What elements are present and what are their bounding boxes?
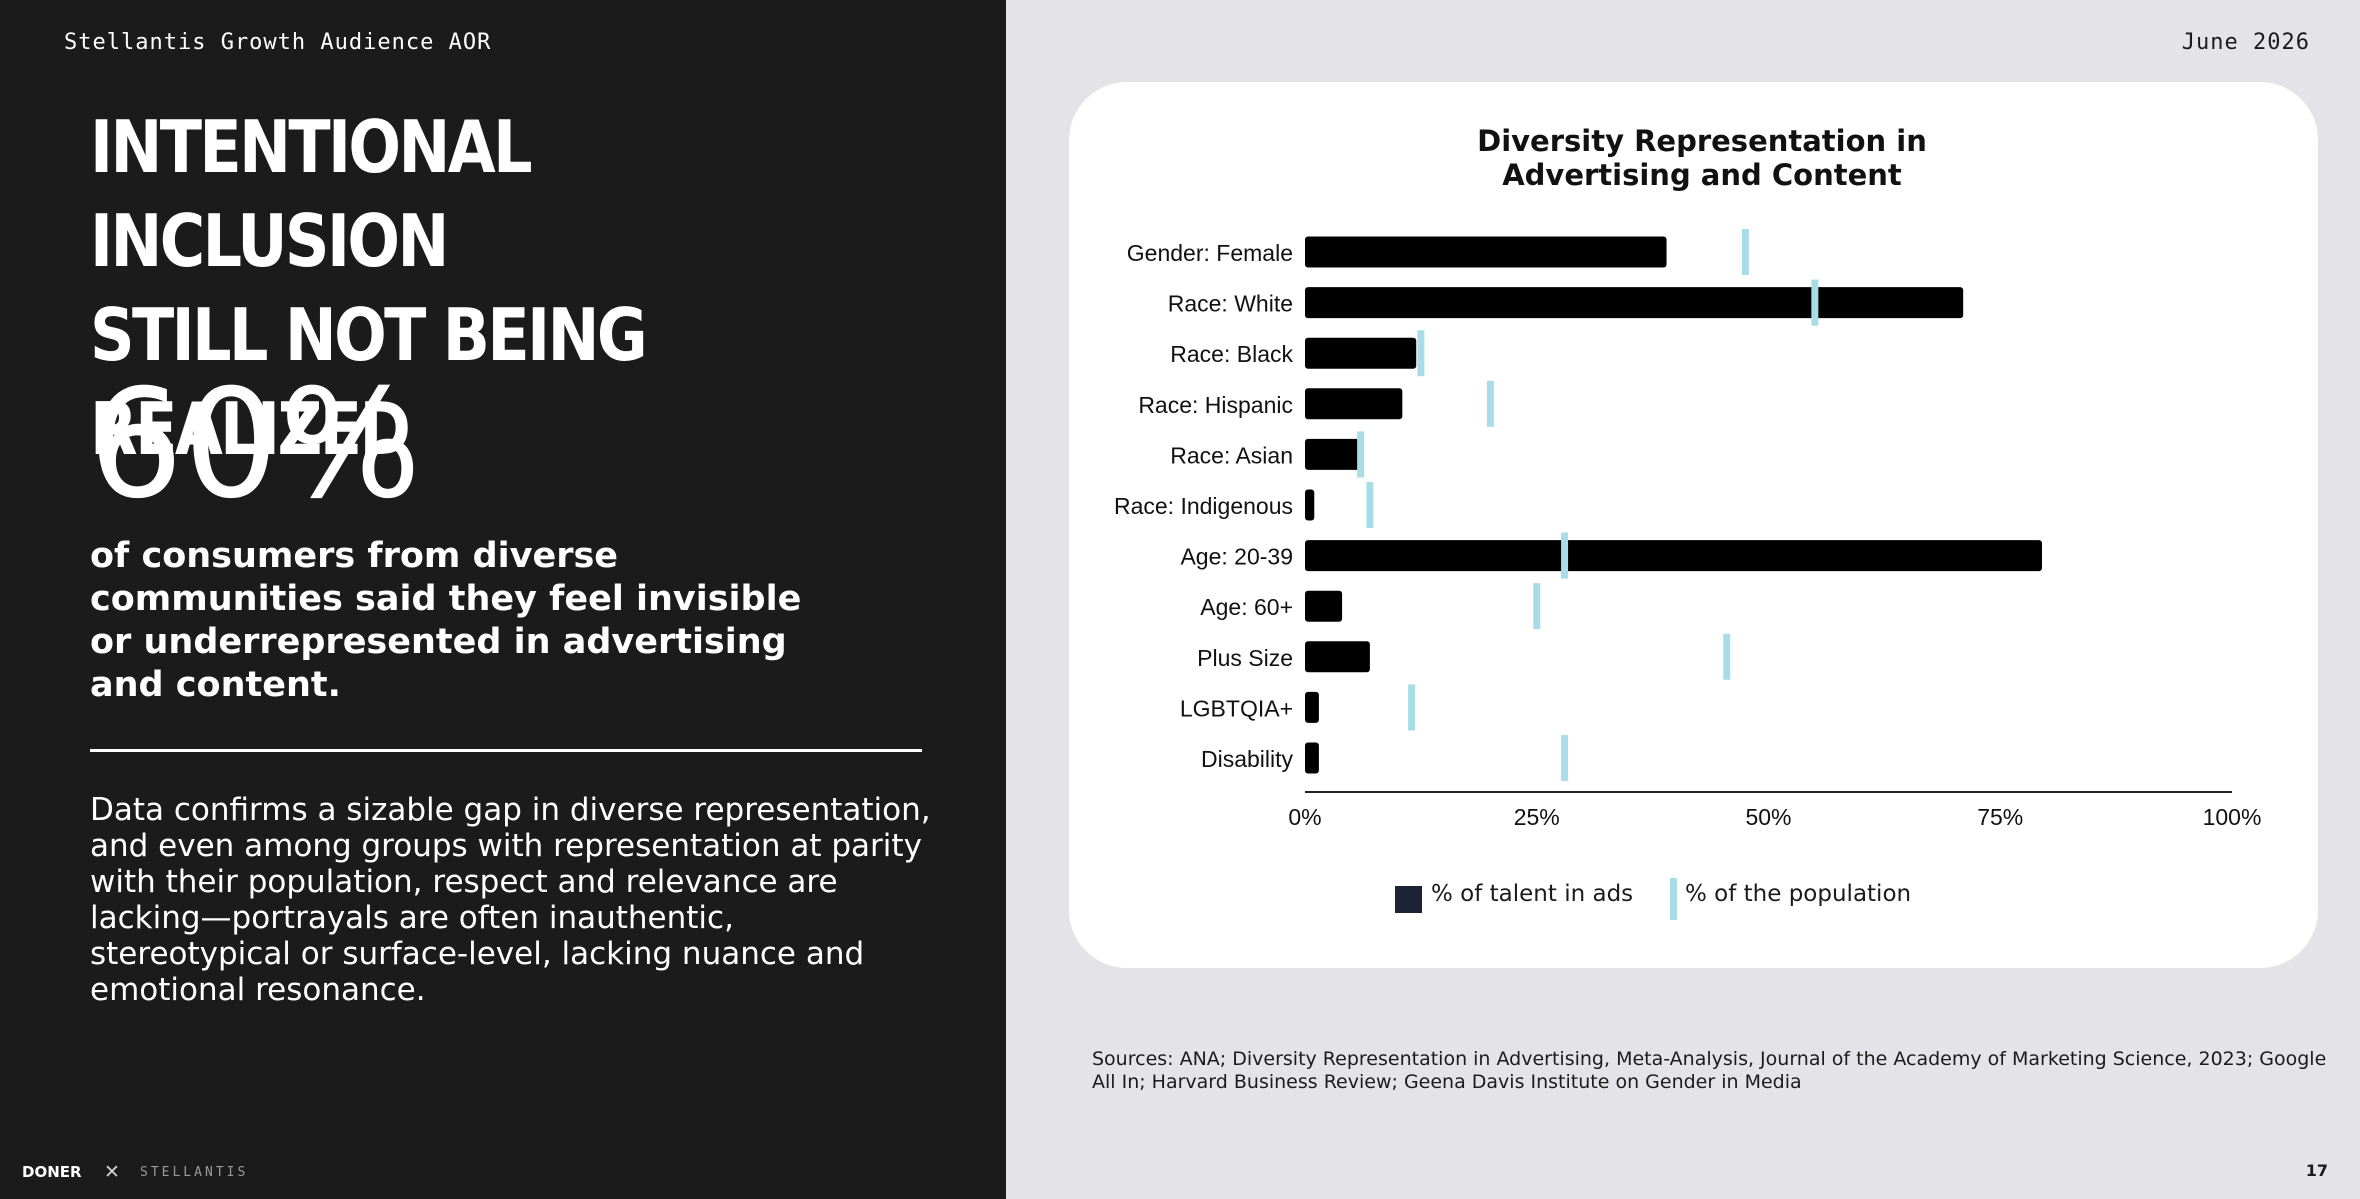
population-marker	[1811, 279, 1819, 326]
date-label: June 2026	[2181, 30, 2310, 55]
big-stat: 60%	[88, 358, 422, 532]
population-marker	[1741, 229, 1749, 275]
sources-note: Sources: ANA; Diversity Representation i…	[1092, 1048, 2327, 1093]
category-label: Disability	[1201, 746, 1294, 772]
talent-bar	[1305, 388, 1403, 420]
population-marker	[1408, 684, 1416, 731]
legend-talent-label: % of talent in ads	[1431, 881, 1634, 907]
population-marker	[1533, 583, 1541, 630]
category-label: Race: Black	[1170, 341, 1293, 367]
chart-title-line-2: Advertising and Content	[1502, 158, 1902, 192]
x-tick-label: 25%	[1514, 804, 1560, 830]
doner-logo: DONER	[22, 1163, 82, 1181]
category-label: Race: Indigenous	[1114, 493, 1293, 519]
left-panel: Stellantis Growth Audience AOR INTENTION…	[0, 0, 1006, 1199]
talent-bar	[1305, 337, 1417, 369]
page-number: 17	[2305, 1161, 2328, 1180]
category-label: Race: Hispanic	[1138, 392, 1293, 418]
x-tick-label: 75%	[1977, 804, 2023, 830]
divider	[90, 749, 922, 752]
category-label: Race: Asian	[1170, 442, 1293, 468]
talent-bar	[1305, 590, 1343, 622]
category-label: Plus Size	[1197, 645, 1293, 671]
chart-title-line-1: Diversity Representation in	[1477, 124, 1927, 158]
category-label: Age: 20-39	[1180, 544, 1293, 570]
category-label: Race: White	[1168, 291, 1293, 317]
body-text: Data confirms a sizable gap in diverse r…	[90, 792, 931, 1008]
talent-bar	[1305, 540, 2042, 572]
chart-title: Diversity Representation in Advertising …	[1330, 124, 2074, 192]
x-tick-label: 100%	[2203, 804, 2262, 830]
chart-card	[1069, 82, 2318, 968]
x-tick-label: 0%	[1288, 804, 1321, 830]
stat-description: of consumers from diverse communities sa…	[90, 536, 802, 705]
headline: INTENTIONAL INCLUSION STILL NOT BEING RE…	[90, 100, 847, 476]
talent-bar	[1305, 287, 1964, 319]
legend-population-label: % of the population	[1685, 881, 1912, 907]
population-marker	[1366, 482, 1374, 528]
population-marker	[1417, 330, 1425, 377]
population-marker	[1357, 431, 1365, 478]
category-label: Gender: Female	[1127, 240, 1293, 266]
talent-bar	[1305, 489, 1315, 521]
stellantis-logo: STELLANTIS	[140, 1165, 249, 1180]
population-marker	[1561, 532, 1569, 579]
population-marker	[1723, 633, 1731, 680]
population-marker	[1561, 735, 1569, 781]
category-label: Age: 60+	[1200, 594, 1293, 620]
cross-icon: ✕	[104, 1162, 120, 1183]
talent-bar	[1305, 641, 1370, 673]
talent-bar	[1305, 742, 1319, 774]
legend-population-swatch	[1670, 878, 1677, 920]
category-label: LGBTQIA+	[1180, 695, 1293, 721]
talent-bar	[1305, 691, 1319, 723]
client-label: Stellantis Growth Audience AOR	[64, 30, 492, 55]
talent-bar	[1305, 438, 1361, 470]
headline-line-1: INTENTIONAL INCLUSION	[90, 105, 533, 283]
talent-bar	[1305, 236, 1667, 268]
headline-line-2: STILL NOT BEING REALIZED	[90, 293, 648, 471]
x-tick-label: 50%	[1745, 804, 1791, 830]
population-marker	[1486, 380, 1494, 427]
legend-talent-swatch	[1395, 886, 1422, 913]
